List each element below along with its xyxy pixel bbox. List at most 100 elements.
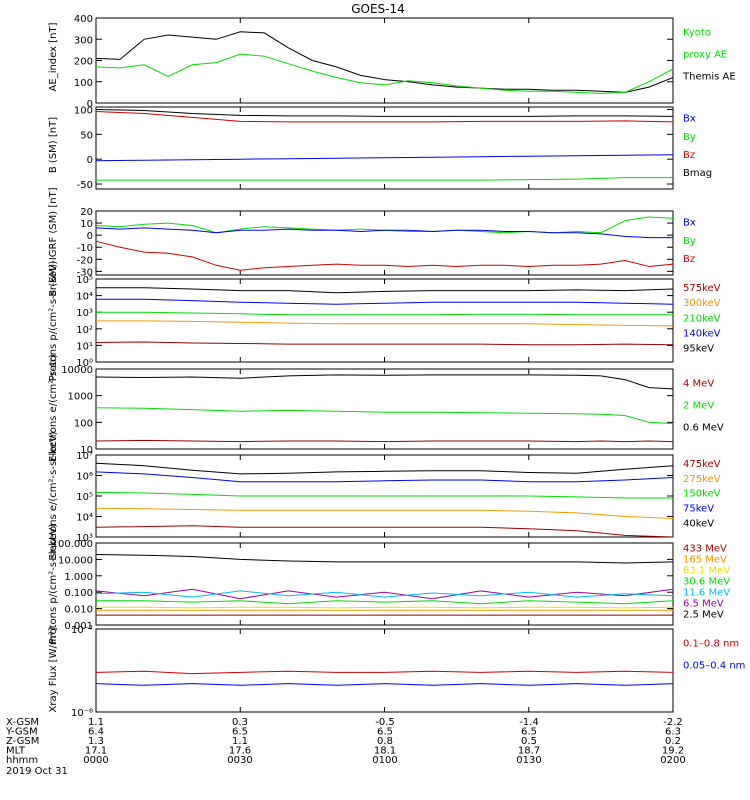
series-line-yellow [96, 606, 674, 609]
footer-value: 0000 [83, 755, 108, 766]
legend-entry-orange: 275keV [683, 474, 721, 485]
y-tick-label: -30 [77, 267, 93, 278]
footer-row-label: X-GSM [6, 717, 39, 728]
panel-frame [95, 542, 674, 626]
series-line-green [96, 177, 673, 181]
legend-entry-black: Bmag [683, 168, 712, 179]
series-line-green [95, 53, 674, 94]
series-line-black [95, 554, 674, 564]
y-tick-label: 0 [87, 231, 93, 242]
series-line-black [95, 31, 674, 93]
footer-value: 17.6 [229, 746, 251, 757]
panel-8 [95, 628, 674, 713]
footer-value: 0100 [372, 755, 397, 766]
panel-5 [95, 368, 674, 450]
footer-value: 1.1 [232, 736, 248, 747]
panel-7 [95, 542, 674, 626]
series-line-orange [96, 320, 674, 327]
footer-value: 19.2 [662, 746, 684, 757]
footer-value: 6.3 [665, 727, 681, 738]
panel-1 [95, 17, 674, 104]
series-line-green [95, 407, 674, 425]
legend-entry-black: 2.5 MeV [683, 609, 724, 620]
y-tick-label: 0.100 [64, 588, 93, 599]
panel-4 [95, 278, 674, 363]
legend-entry-green: 2 MeV [683, 401, 714, 412]
footer-value: 0130 [516, 755, 541, 766]
series-line-darkred [95, 439, 674, 443]
series-line-blue [95, 154, 674, 162]
panel-6 [95, 454, 674, 538]
y-axis-label: Protons p/(cm²-s-sr-keV) [48, 524, 59, 645]
y-tick-label: 300 [74, 35, 93, 46]
series-line-blue [95, 227, 673, 239]
y-tick-label: 0.001 [64, 621, 93, 632]
legend-entry-blue: Bx [683, 218, 696, 229]
y-tick-label: 10³ [76, 308, 93, 319]
y-tick-label: 50 [80, 130, 93, 141]
y-tick-label: 10 [80, 219, 93, 230]
legend-entry-darkred: 433 MeV [683, 544, 727, 555]
y-tick-label: -20 [77, 255, 93, 266]
footer-value: -1.4 [519, 717, 539, 728]
legend-entry-green: By [683, 132, 696, 143]
legend-entry-red: 0.1–0.8 nm [683, 639, 739, 650]
legend-entry-green: 150keV [683, 489, 721, 500]
footer-value: 0030 [227, 755, 252, 766]
series-line-purple [95, 588, 674, 600]
y-tick-label: 100 [74, 418, 93, 429]
legend-entry-black: 40keV [683, 519, 714, 530]
panel-frame [95, 106, 674, 190]
y-tick-label: 0 [87, 155, 93, 166]
y-tick-label: 400 [74, 14, 93, 25]
legend-entry-black: 0.6 MeV [683, 423, 724, 434]
y-tick-label: 10⁵ [76, 492, 93, 503]
y-tick-label: 20 [80, 207, 93, 218]
legend-entry-darkred: 4 MeV [683, 379, 714, 390]
y-tick-label: 100 [74, 105, 93, 116]
y-axis-label: Electrons e/(cm²-s-sr-keV) [48, 431, 59, 560]
y-axis-label: Xray Flux [W/m²] [48, 627, 59, 712]
series-line-black [95, 109, 674, 117]
footer-value: 0.3 [232, 717, 248, 728]
series-line-blue [96, 298, 674, 305]
series-line-red [95, 670, 674, 675]
series-line-blue [95, 471, 674, 483]
footer-value: -2.2 [663, 717, 683, 728]
legend-entry-black: 95keV [683, 343, 714, 354]
footer-value: 6.4 [88, 727, 104, 738]
y-axis-label: AE_index [nT] [48, 22, 59, 91]
legend-entry-blue: 0.05–0.4 nm [683, 661, 745, 672]
legend-entry-orange: 165 MeV [683, 555, 727, 566]
footer-value: 0.5 [521, 736, 537, 747]
y-tick-label: 10⁻⁷ [71, 625, 93, 636]
footer-value: -0.5 [375, 717, 395, 728]
legend-entry-green: 210keV [683, 313, 721, 324]
series-line-black [95, 462, 674, 475]
y-tick-label: 10⁻⁸ [71, 708, 93, 719]
legend-entry-green: 30.6 MeV [683, 577, 730, 588]
y-tick-label: -10 [77, 243, 93, 254]
legend-entry-green: proxy AE [683, 50, 727, 61]
footer-row-label: Z-GSM [6, 736, 39, 747]
series-line-green [95, 491, 673, 499]
footer-value: 18.1 [374, 746, 396, 757]
series-line-red [95, 240, 674, 271]
legend-entry-blue: Bx [683, 114, 696, 125]
series-line-darkred [95, 525, 674, 538]
legend-entry-purple: 6.5 MeV [683, 598, 724, 609]
y-tick-label: -50 [77, 180, 93, 191]
legend-entry-darkred: 575keV [683, 283, 721, 294]
y-tick-label: 10⁷ [76, 451, 93, 462]
footer-value: 0200 [660, 755, 685, 766]
footer-value: 0.8 [377, 736, 393, 747]
legend-entry-green: By [683, 236, 696, 247]
plot-title: GOES-14 [351, 2, 405, 16]
legend-entry-red: Bz [683, 150, 695, 161]
panel-frame [95, 628, 674, 713]
series-line-darkred [95, 341, 674, 346]
y-tick-label: 200 [74, 57, 93, 68]
legend-entry-green: Kyoto [683, 28, 711, 39]
legend-entry-black: Themis AE [682, 72, 736, 83]
y-tick-label: 0.010 [64, 605, 93, 616]
